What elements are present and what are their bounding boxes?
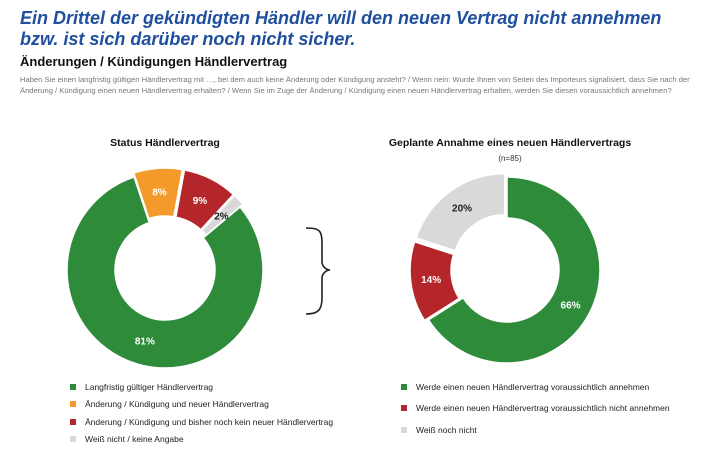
legend-label: Werde einen neuen Händlervertrag vorauss… (416, 381, 650, 392)
legend-item: Weiß nicht / keine Angabe (70, 434, 333, 445)
left-chart-title: Status Händlervertrag (110, 137, 220, 149)
slice-label: 9% (193, 196, 208, 207)
legend-item: Änderung / Kündigung und neuer Händlerve… (70, 399, 333, 410)
right-legend: Werde einen neuen Händlervertrag vorauss… (401, 381, 670, 446)
donut-slice (66, 176, 264, 369)
legend-swatch (70, 383, 76, 390)
headline: Ein Drittel der gekündigten Händler will… (20, 8, 662, 49)
slice-label: 2% (214, 212, 229, 223)
slice-label: 14% (421, 275, 441, 286)
legend-item: Werde einen neuen Händlervertrag vorauss… (401, 403, 670, 414)
legend-label: Werde einen neuen Händlervertrag vorauss… (416, 403, 670, 413)
legend-swatch (401, 405, 407, 411)
curly-brace (305, 227, 331, 315)
legend-item: Änderung / Kündigung und bisher noch kei… (70, 416, 333, 427)
left-donut: 81% 8% 9% 2% (66, 167, 264, 369)
slice-label: 20% (452, 204, 472, 215)
legend-label: Weiß noch nicht (416, 424, 477, 435)
right-chart-title: Geplante Annahme eines neuen Händlervert… (388, 137, 632, 149)
legend-swatch (70, 418, 76, 425)
legend-label: Langfristig gültiger Händlervertrag (85, 381, 214, 392)
donut-slice (174, 169, 235, 231)
slice-label: 8% (152, 188, 167, 199)
right-chart-subtitle: (n=85) (498, 154, 522, 163)
legend-label: Änderung / Kündigung und neuer Händlerve… (85, 399, 269, 409)
right-donut: 66% 14% 20% (409, 173, 601, 364)
donut-slice (427, 176, 601, 364)
legend-label: Änderung / Kündigung und bisher noch kei… (85, 416, 334, 427)
slice-label: 81% (135, 337, 155, 348)
donut-slice (132, 167, 184, 220)
donut-slice (409, 240, 461, 322)
legend-swatch (70, 436, 76, 442)
donut-slice (200, 194, 245, 237)
legend-label: Weiß nicht / keine Angabe (85, 434, 184, 444)
question-text: Haben Sie einen langfristig gültigen Hän… (20, 75, 690, 95)
section-title: Änderungen / Kündigungen Händlervertrag (20, 54, 288, 69)
legend-swatch (70, 401, 76, 407)
legend-item: Werde einen neuen Händlervertrag vorauss… (401, 381, 670, 392)
left-legend: Langfristig gültiger Händlervertrag Ände… (70, 381, 333, 451)
legend-swatch (401, 383, 407, 390)
legend-swatch (401, 426, 407, 433)
legend-item: Weiß noch nicht (401, 424, 670, 435)
legend-item: Langfristig gültiger Händlervertrag (70, 381, 333, 392)
slice-label: 66% (561, 300, 581, 311)
donut-slice (415, 173, 506, 252)
